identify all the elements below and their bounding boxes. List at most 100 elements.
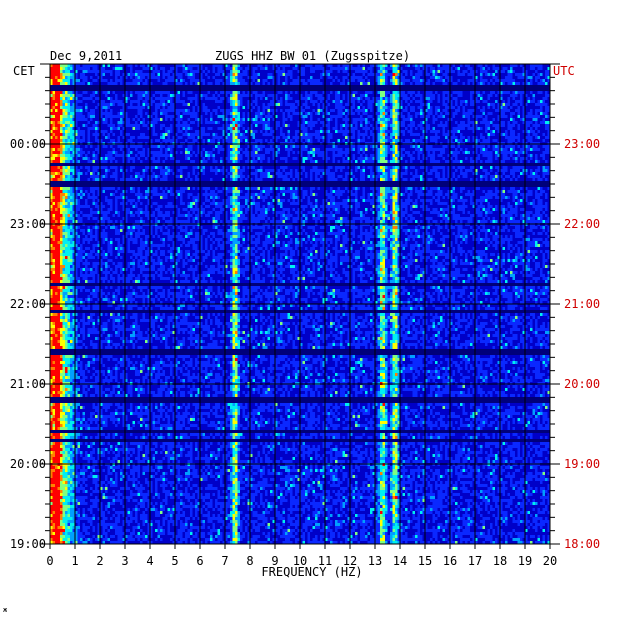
- heat-cell: [155, 130, 158, 133]
- heat-cell: [455, 79, 458, 82]
- heat-cell: [90, 97, 93, 100]
- heat-cell: [395, 79, 398, 82]
- heat-cell: [480, 94, 483, 97]
- heat-cell: [80, 103, 83, 106]
- heat-cell: [285, 121, 288, 124]
- heat-cell: [160, 82, 163, 85]
- heat-cell: [153, 130, 156, 133]
- heat-cell: [283, 82, 286, 85]
- heat-cell: [318, 124, 321, 127]
- heat-cell: [305, 109, 308, 112]
- heat-cell: [58, 127, 61, 130]
- heat-cell: [80, 112, 83, 115]
- heat-cell: [105, 136, 108, 139]
- heat-cell: [408, 136, 411, 139]
- heat-cell: [518, 97, 521, 100]
- heat-cell: [80, 79, 83, 82]
- heat-cell: [368, 118, 371, 121]
- heat-cell: [95, 109, 98, 112]
- heat-cell: [160, 121, 163, 124]
- heat-cell: [368, 136, 371, 139]
- heat-cell: [195, 67, 198, 70]
- heat-cell: [508, 127, 511, 130]
- heat-cell: [255, 106, 258, 109]
- heat-cell: [330, 100, 333, 103]
- heat-cell: [355, 112, 358, 115]
- heat-cell: [113, 82, 116, 85]
- heat-cell: [68, 85, 71, 88]
- heat-cell: [233, 88, 236, 91]
- heat-cell: [308, 94, 311, 97]
- heat-cell: [538, 130, 541, 133]
- heat-cell: [245, 124, 248, 127]
- heat-cell: [405, 133, 408, 136]
- heat-cell: [315, 124, 318, 127]
- heat-cell: [415, 94, 418, 97]
- heat-cell: [190, 133, 193, 136]
- heat-cell: [508, 82, 511, 85]
- heat-cell: [278, 124, 281, 127]
- heat-cell: [478, 124, 481, 127]
- heat-cell: [338, 85, 341, 88]
- heat-cell: [90, 100, 93, 103]
- heat-cell: [230, 76, 233, 79]
- heat-cell: [158, 100, 161, 103]
- heat-cell: [420, 136, 423, 139]
- heat-cell: [210, 76, 213, 79]
- heat-cell: [470, 85, 473, 88]
- heat-cell: [218, 127, 221, 130]
- heat-cell: [443, 136, 446, 139]
- heat-cell: [113, 91, 116, 94]
- heat-cell: [345, 88, 348, 91]
- heat-cell: [355, 100, 358, 103]
- heat-cell: [390, 124, 393, 127]
- heat-cell: [533, 130, 536, 133]
- heat-cell: [270, 133, 273, 136]
- heat-cell: [218, 88, 221, 91]
- heat-cell: [385, 103, 388, 106]
- heat-cell: [168, 106, 171, 109]
- heat-cell: [470, 97, 473, 100]
- heat-cell: [330, 73, 333, 76]
- heat-cell: [65, 70, 68, 73]
- heat-cell: [285, 67, 288, 70]
- heat-cell: [185, 85, 188, 88]
- heat-cell: [243, 79, 246, 82]
- heat-cell: [110, 79, 113, 82]
- heat-cell: [258, 133, 261, 136]
- heat-cell: [70, 127, 73, 130]
- heat-cell: [70, 85, 73, 88]
- heat-cell: [240, 94, 243, 97]
- heat-cell: [60, 127, 63, 130]
- heat-cell: [305, 127, 308, 130]
- heat-cell: [243, 73, 246, 76]
- heat-cell: [190, 97, 193, 100]
- heat-cell: [180, 130, 183, 133]
- heat-cell: [395, 85, 398, 88]
- heat-cell: [220, 103, 223, 106]
- heat-cell: [108, 136, 111, 139]
- heat-cell: [433, 67, 436, 70]
- heat-cell: [465, 88, 468, 91]
- heat-cell: [218, 136, 221, 139]
- heat-cell: [243, 109, 246, 112]
- heat-cell: [478, 109, 481, 112]
- heat-cell: [463, 133, 466, 136]
- heat-cell: [218, 121, 221, 124]
- heat-cell: [470, 76, 473, 79]
- heat-cell: [180, 88, 183, 91]
- heat-cell: [345, 127, 348, 130]
- heat-cell: [270, 97, 273, 100]
- heat-cell: [128, 70, 131, 73]
- heat-cell: [468, 100, 471, 103]
- heat-cell: [183, 124, 186, 127]
- heat-cell: [208, 130, 211, 133]
- heat-cell: [185, 112, 188, 115]
- heat-cell: [493, 133, 496, 136]
- heat-cell: [345, 97, 348, 100]
- heat-cell: [255, 82, 258, 85]
- heat-cell: [335, 82, 338, 85]
- heat-cell: [108, 127, 111, 130]
- heat-cell: [183, 133, 186, 136]
- heat-cell: [540, 82, 543, 85]
